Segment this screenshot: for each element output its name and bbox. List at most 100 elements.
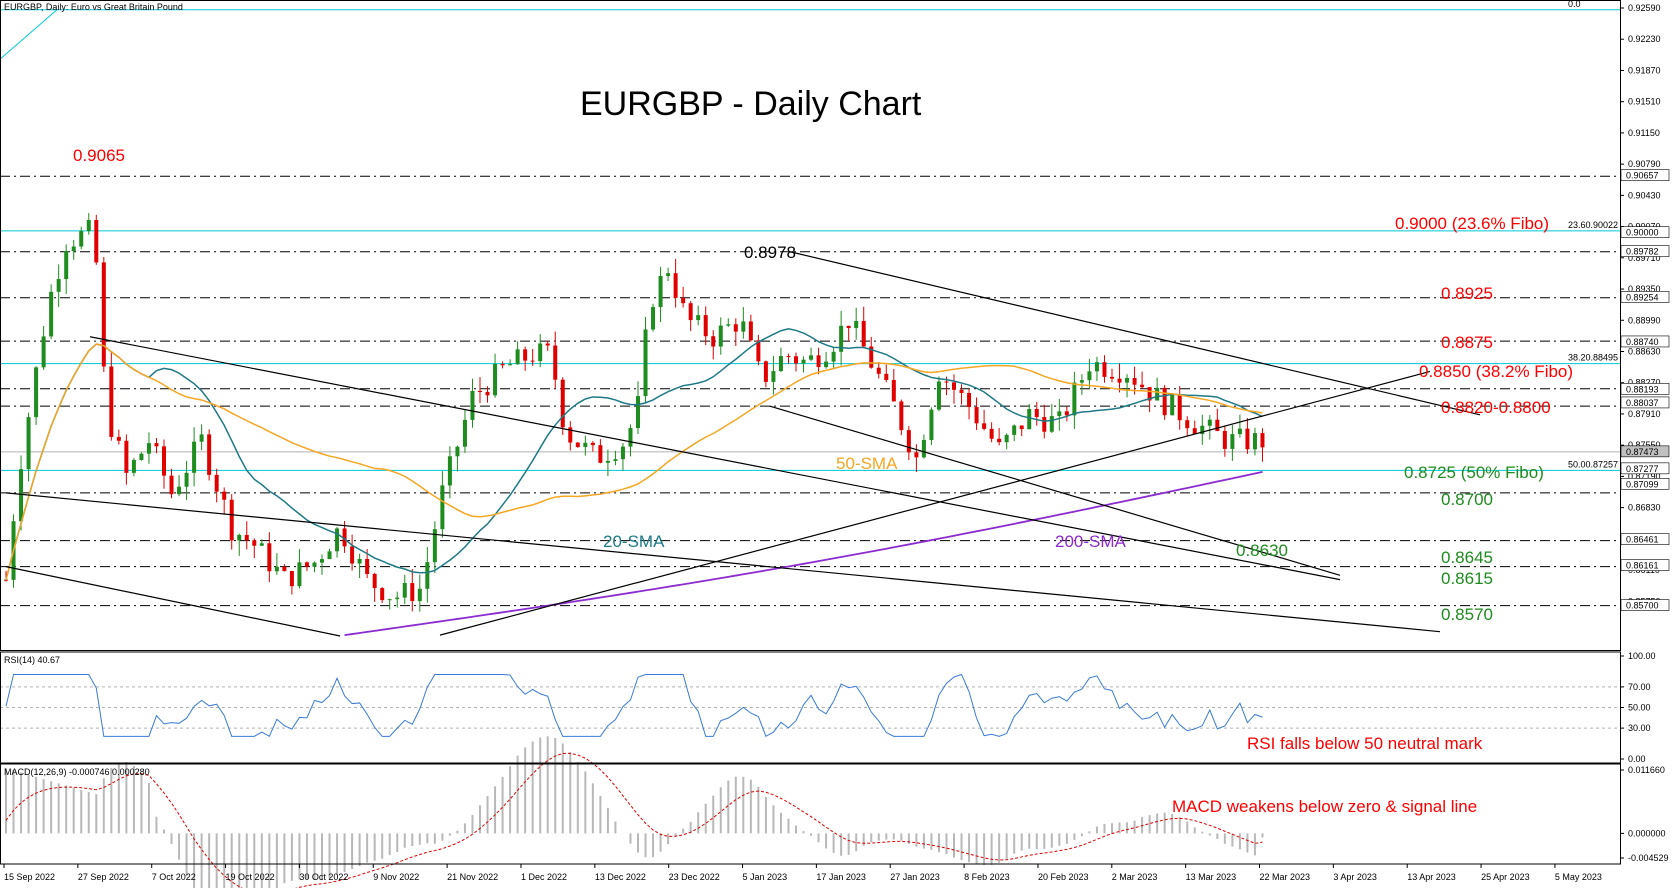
candle-body [207,434,212,475]
candle-body [357,558,362,564]
trendline-ascending-support [439,370,1431,636]
price-label-box [1620,169,1670,181]
candle-body [530,360,535,362]
sma20-line [5,327,1263,581]
candle-body [771,371,776,382]
candle-body [1034,408,1039,418]
price-label: 0.88193 [1626,384,1659,394]
candle-body [854,320,859,329]
candle-body [1042,417,1047,432]
x-tick-label: 3 Apr 2023 [1333,872,1377,882]
candle-body [19,469,24,522]
candle-body [809,355,814,360]
x-tick-label: 22 Mar 2023 [1260,872,1311,882]
candle-body [997,438,1002,443]
label-0-9065: 0.9065 [73,146,125,165]
y-tick-label: 0.91870 [1628,65,1661,75]
candle-body [1087,371,1092,381]
price-label: 0.89782 [1626,247,1659,257]
candle-body [605,460,610,463]
candle-body [696,315,701,321]
candle-body [613,459,618,461]
rsi-header: RSI(14) 40.67 [4,655,61,665]
candle-body [1215,419,1220,432]
x-tick-label: 5 May 2023 [1555,872,1602,882]
candle-body [1192,428,1197,435]
candle-body [380,588,385,601]
candle-body [688,303,693,321]
candle-body [1252,433,1257,450]
candle-body [109,366,114,437]
candle-body [237,534,242,541]
candle-body [643,329,648,397]
x-tick-label: 9 Nov 2022 [373,872,419,882]
candle-body [590,442,595,446]
candle-body [733,324,738,332]
candle-body [1117,378,1122,383]
label-50-sma: 50-SMA [836,454,898,473]
main-pane-frame [0,0,1621,651]
candle-body [4,579,8,581]
candle-body [252,540,257,546]
macd-pane-frame [0,763,1621,865]
candle-body [1177,394,1182,421]
y-tick-label: 0.88990 [1628,315,1661,325]
candle-body [545,343,550,346]
candle-body [568,427,573,443]
price-label: 0.87473 [1626,447,1659,457]
candle-body [320,559,324,563]
y-tick-label: 0.88270 [1628,378,1661,388]
sma200-line [344,471,1263,637]
candle-body [1162,387,1167,416]
candle-body [959,389,964,393]
candle-body [1004,434,1009,443]
fibo-label: 50.00.87257 [1568,459,1618,469]
candle-body [1207,419,1212,426]
candle-body [41,336,46,368]
candle-body [1079,380,1084,383]
y-tick-label: 0.89710 [1628,253,1661,263]
y-tick-label: 0.90430 [1628,190,1661,200]
label-0-8645: 0.8645 [1441,548,1493,567]
candle-body [839,325,844,352]
x-tick-label: 13 Mar 2023 [1186,872,1237,882]
rsi-tick-label: 30.00 [1628,723,1651,733]
candle-body [598,445,603,463]
candle-body [929,409,934,440]
candle-body [538,343,543,362]
label-0-8875: 0.8875 [1441,333,1493,352]
candle-body [508,364,513,366]
candle-body [794,356,798,364]
candle-body [583,442,588,447]
candle-body [1140,384,1145,388]
candle-body [786,355,791,357]
label-0-8978: 0.8978 [744,243,796,262]
candle-body [666,273,671,276]
price-label-box [1620,462,1670,475]
candle-body [982,423,987,429]
candle-body [192,441,197,473]
candle-body [1049,416,1054,432]
y-tick-label: 0.89350 [1628,284,1661,294]
candle-body [485,392,490,396]
candle-body [116,436,121,441]
candle-body [1012,425,1017,435]
y-tick-label: 0.86830 [1628,503,1661,513]
price-label: 0.88740 [1626,337,1659,347]
label-fibo-38: 0.8850 (38.2% Fibo) [1419,362,1574,381]
symbol-header: EURGBP, Daily: Euro vs Great Britain Pou… [4,2,183,12]
candle-body [1245,428,1250,450]
candle-body [259,543,264,546]
candle-body [906,430,911,453]
fibo-label: 38.20.88495 [1568,353,1618,363]
price-label-box [1620,533,1670,545]
candle-body [410,583,415,602]
candle-body [365,558,370,574]
candle-body [94,220,99,263]
candle-body [711,336,716,347]
candle-body [636,396,640,429]
candle-body [493,364,498,396]
candle-body [86,220,91,232]
price-label: 0.87277 [1626,464,1659,474]
